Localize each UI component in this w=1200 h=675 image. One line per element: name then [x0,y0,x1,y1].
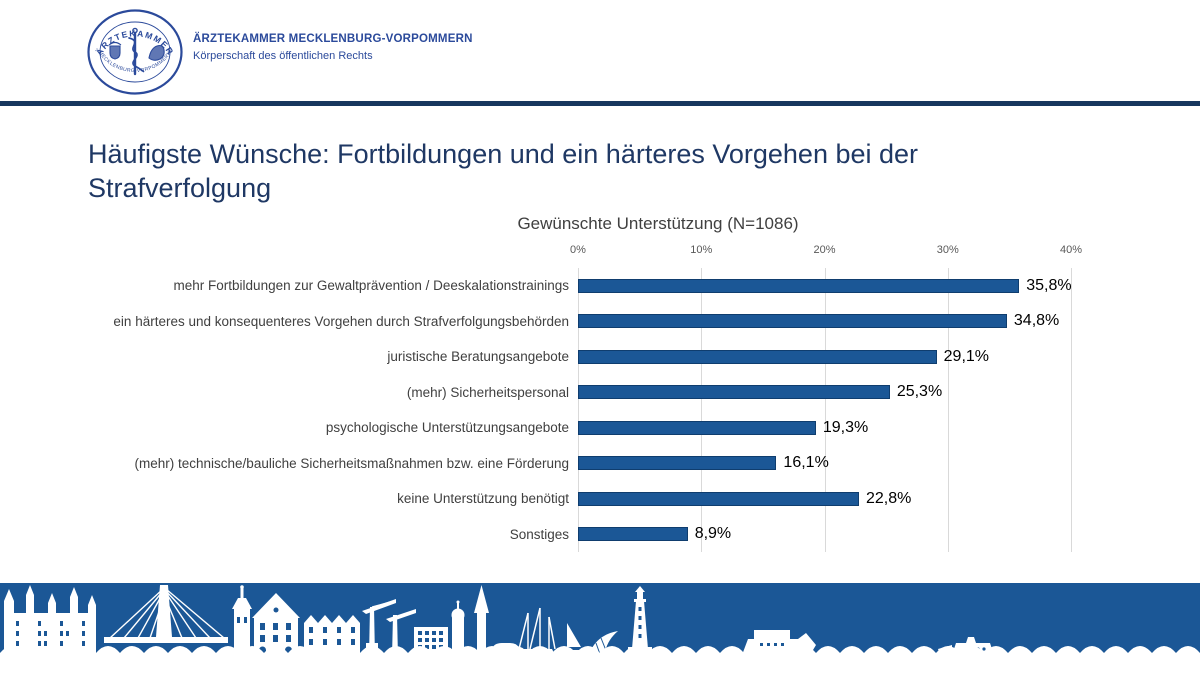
bar [578,527,688,542]
bar-row: Sonstiges 8,9% [0,517,1200,553]
dome-tower-silhouette [451,600,465,657]
bar-row: ein härteres und konsequenteres Vorgehen… [0,304,1200,340]
bar-chart: 0% 10% 20% 30% 40% mehr Fortbildungen zu… [0,240,1200,552]
value-label: 16,1% [783,454,829,472]
aerztekammer-seal-logo: ÄRZTEKAMMER MECKLENBURG-VORPOMMERN [87,9,183,95]
value-label: 35,8% [1026,276,1072,294]
chart-title: Gewünschte Unterstützung (N=1086) [517,214,799,233]
category-label: ein härteres und konsequenteres Vorgehen… [113,313,569,329]
griffin-emblem [148,44,165,61]
gridline [578,268,579,552]
category-label: juristische Beratungsangebote [387,349,569,365]
value-label: 25,3% [896,383,943,401]
gridline [1071,268,1072,552]
bridge-silhouette [104,585,228,643]
bar [578,420,816,435]
gridline [947,268,949,552]
bar-row: juristische Beratungsangebote 29,1% [0,339,1200,375]
value-label: 34,8% [1013,312,1060,330]
bar [578,456,777,471]
gridline [824,268,826,552]
bar-row: (mehr) technische/bauliche Sicherheitsma… [0,446,1200,482]
bar-row: (mehr) Sicherheitspersonal 25,3% [0,375,1200,411]
value-label: 19,3% [822,418,869,436]
category-label: keine Unterstützung benötigt [397,491,569,507]
x-axis: 0% 10% 20% 30% 40% [0,240,1200,264]
bar-row: keine Unterstützung benötigt 22,8% [0,481,1200,517]
slide-title: Häufigste Wünsche: Fortbildungen und ein… [88,139,919,203]
category-label: Sonstiges [509,526,569,542]
value-label: 22,8% [866,489,912,507]
bar [578,314,1007,329]
x-tick: 10% [690,244,713,256]
header: ÄRZTEKAMMER MECKLENBURG-VORPOMMERN ÄRZTE… [0,0,1200,101]
asclepius-staff-icon [128,27,145,76]
bull-head-emblem [108,41,122,60]
gridline [701,268,703,552]
header-divider [0,101,1200,106]
x-tick: 20% [813,244,836,256]
bar [578,278,1020,293]
bar-row: mehr Fortbildungen zur Gewaltprävention … [0,268,1200,304]
bar-row: psychologische Unterstützungsangebote 19… [0,410,1200,446]
org-subtitle: Körperschaft des öffentlichen Rechts [193,50,373,62]
value-label: 29,1% [943,347,990,365]
plot-area: mehr Fortbildungen zur Gewaltprävention … [0,268,1200,552]
bar [578,349,937,364]
x-tick: 40% [1059,244,1083,256]
x-tick: 30% [936,244,959,256]
category-label: psychologische Unterstützungsangebote [325,420,569,436]
bar [578,385,890,400]
bar [578,491,859,506]
category-label: (mehr) technische/bauliche Sicherheitsma… [134,455,569,471]
church-tower-silhouette [232,585,252,657]
org-name: ÄRZTEKAMMER MECKLENBURG-VORPOMMERN [193,33,473,45]
value-label: 8,9% [694,525,732,543]
waves-graphic [0,646,1200,675]
tall-spire-silhouette [474,585,489,657]
category-label: mehr Fortbildungen zur Gewaltprävention … [173,278,569,294]
category-label: (mehr) Sicherheitspersonal [406,384,569,400]
x-tick: 0% [570,244,586,256]
skyline-footer-graphic [0,583,1200,675]
